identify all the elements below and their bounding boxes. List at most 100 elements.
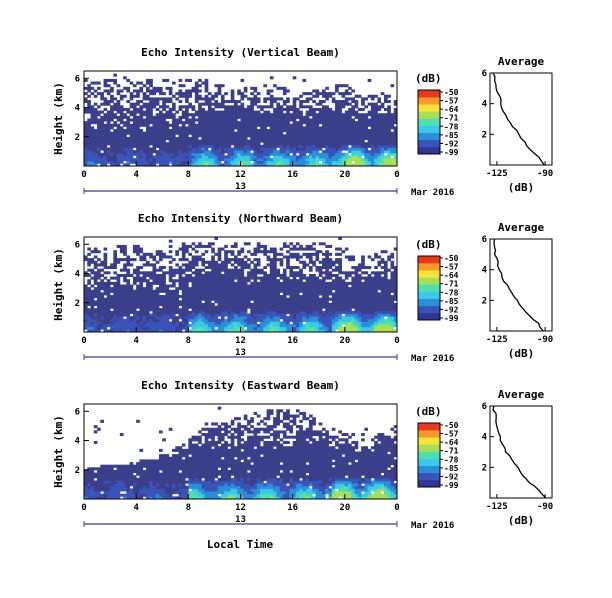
heatmap-cell <box>308 147 313 151</box>
heatmap-cell <box>194 268 199 272</box>
heatmap-cell <box>149 129 153 133</box>
heatmap-cell <box>162 305 166 309</box>
heatmap-cell <box>201 289 206 293</box>
heatmap-cell <box>273 163 277 167</box>
heatmap-cell <box>266 134 271 138</box>
heatmap-cell <box>132 308 137 312</box>
heatmap-cell <box>97 289 101 293</box>
heatmap-cell <box>233 150 238 154</box>
heatmap-cell <box>158 92 163 96</box>
heatmap-cell <box>302 287 307 291</box>
heatmap-cell <box>181 144 186 148</box>
heatmap-cell <box>344 308 349 312</box>
heatmap-cell <box>322 302 326 307</box>
heatmap-cell <box>292 300 297 304</box>
heatmap-cell <box>129 105 134 109</box>
heatmap-cell <box>374 121 378 125</box>
heatmap-cell <box>344 289 349 293</box>
heatmap-cell <box>227 152 232 156</box>
heatmap-cell <box>292 115 297 119</box>
heatmap-cell <box>145 97 150 101</box>
heatmap-cell <box>172 326 176 330</box>
heatmap-cell <box>351 300 356 304</box>
colorbar-segment <box>418 277 440 285</box>
heatmap-cell <box>211 297 215 301</box>
heatmap-cell <box>370 276 375 280</box>
heatmap-cell <box>253 134 258 138</box>
heatmap-cell <box>380 318 385 322</box>
heatmap-cell <box>185 115 189 119</box>
heatmap-cell <box>139 266 144 270</box>
heatmap-cell <box>390 263 395 267</box>
heatmap-cell <box>328 321 333 325</box>
heatmap-cell <box>243 118 248 122</box>
heatmap-cell <box>325 136 329 141</box>
heatmap-cell <box>315 107 320 111</box>
heatmap-cell <box>367 123 372 127</box>
heatmap-cell <box>237 144 241 148</box>
heatmap-cell <box>185 310 189 314</box>
heatmap-cell <box>201 321 206 325</box>
heatmap-cell <box>341 289 346 293</box>
heatmap-cell <box>123 268 127 272</box>
heatmap-cell <box>263 247 267 251</box>
heatmap-cell <box>158 318 163 322</box>
heatmap-cell <box>282 242 287 246</box>
heatmap-cell <box>243 281 248 285</box>
heatmap-cell <box>312 160 316 164</box>
heatmap-cell <box>198 276 202 280</box>
heatmap-cell <box>335 252 339 256</box>
heatmap-cell <box>185 110 189 114</box>
heatmap-cell <box>247 297 251 301</box>
heatmap-cell <box>87 310 91 314</box>
heatmap-cell <box>357 115 362 119</box>
heatmap-cell <box>123 324 127 328</box>
heatmap-cell <box>279 281 284 285</box>
heatmap-cell <box>188 300 192 304</box>
heatmap-cell <box>390 252 395 256</box>
heatmap-cell <box>370 160 375 164</box>
heatmap-cell <box>377 126 382 130</box>
heatmap-cell <box>387 289 391 293</box>
heatmap-cell <box>204 144 209 148</box>
heatmap-cell <box>155 292 160 296</box>
heatmap-cell <box>390 289 395 293</box>
heatmap-cell <box>240 318 245 322</box>
heatmap-cell <box>341 297 346 301</box>
heatmap-cell <box>233 155 238 159</box>
heatmap-cell <box>256 134 261 138</box>
heatmap-cell <box>328 260 333 264</box>
heatmap-cell <box>387 126 391 130</box>
heatmap-cell <box>227 268 232 272</box>
heatmap-cell <box>162 155 166 159</box>
heatmap-cell <box>103 115 108 119</box>
heatmap-cell <box>214 84 219 88</box>
heatmap-cell <box>116 326 121 330</box>
heatmap-cell <box>158 134 163 138</box>
heatmap-cell <box>194 92 199 96</box>
heatmap-cell <box>217 263 222 267</box>
heatmap-cell <box>318 313 323 317</box>
heatmap-cell <box>351 97 356 101</box>
heatmap-cell <box>341 113 346 117</box>
heatmap-cell <box>178 105 183 109</box>
heatmap-cell <box>152 316 157 320</box>
heatmap-cell <box>224 115 228 119</box>
heatmap-cell <box>214 313 219 317</box>
heatmap-cell <box>286 131 290 135</box>
heatmap-cell <box>351 279 356 283</box>
heatmap-cell <box>185 289 189 293</box>
heatmap-cell <box>217 326 222 330</box>
heatmap-cell <box>322 121 326 125</box>
heatmap-cell <box>168 297 173 301</box>
heatmap-cell <box>139 276 144 280</box>
heatmap-cell <box>295 295 300 299</box>
heatmap-cell <box>136 107 140 111</box>
heatmap-cell <box>247 123 251 127</box>
heatmap-cell <box>136 81 140 85</box>
heatmap-cell <box>302 310 307 314</box>
heatmap-cell <box>250 158 254 162</box>
heatmap-cell <box>106 113 111 117</box>
heatmap-cell <box>116 147 121 151</box>
heatmap-cell <box>217 92 222 96</box>
